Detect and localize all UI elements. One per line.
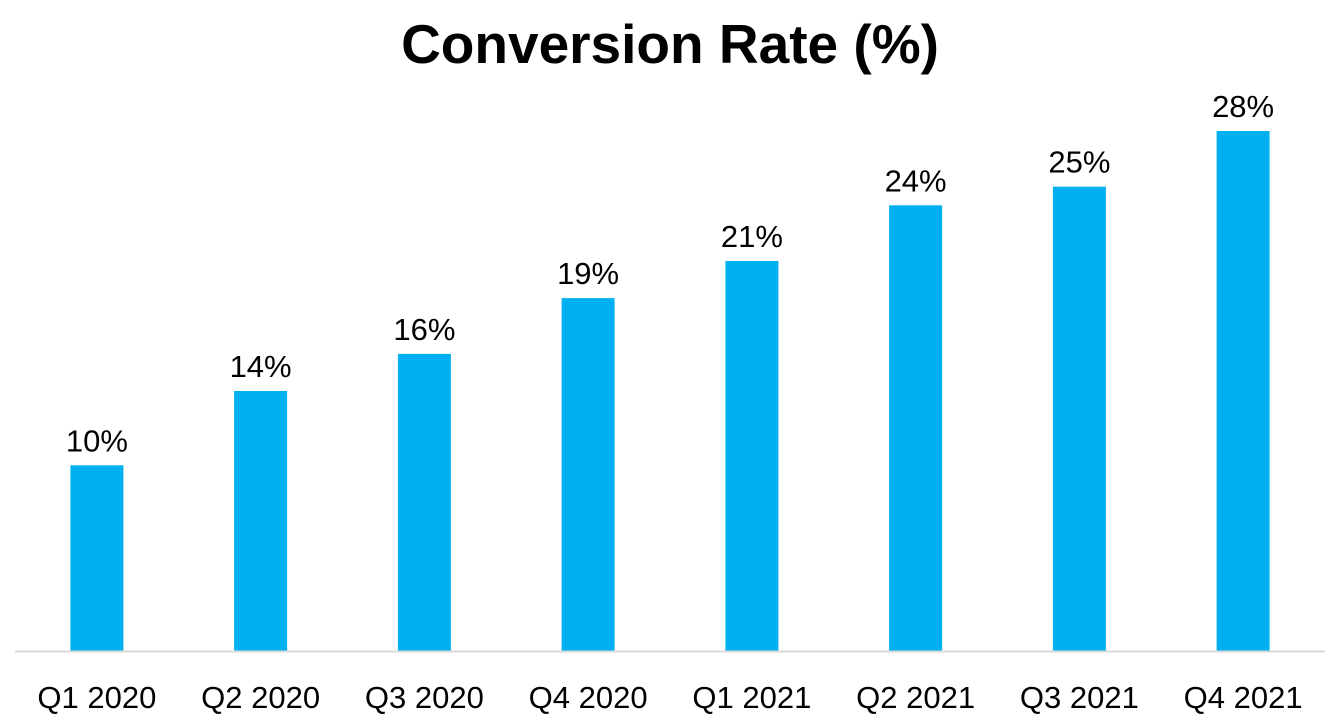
bar-q1-2020 bbox=[70, 465, 124, 651]
x-tick-label: Q1 2021 bbox=[692, 680, 811, 715]
x-tick-label: Q4 2020 bbox=[529, 680, 648, 715]
data-label: 14% bbox=[230, 349, 292, 384]
x-tick-label: Q2 2020 bbox=[201, 680, 320, 715]
bar-q3-2020 bbox=[397, 353, 451, 651]
bar-q3-2021 bbox=[1052, 186, 1106, 651]
data-label: 24% bbox=[885, 163, 947, 198]
bar-q4-2020 bbox=[561, 298, 615, 651]
x-tick-label: Q1 2020 bbox=[37, 680, 156, 715]
x-tick-label: Q4 2021 bbox=[1184, 680, 1303, 715]
data-label: 19% bbox=[557, 256, 619, 291]
bars-group bbox=[70, 131, 1270, 652]
data-label: 28% bbox=[1212, 89, 1274, 124]
x-tick-label: Q3 2020 bbox=[365, 680, 484, 715]
bar-q1-2021 bbox=[725, 261, 779, 651]
data-labels-group: 10% 14% 16% 19% 21% 24% 25% 28% bbox=[66, 89, 1274, 458]
x-tick-label: Q2 2021 bbox=[856, 680, 975, 715]
data-label: 16% bbox=[393, 312, 455, 347]
chart-title: Conversion Rate (%) bbox=[401, 13, 939, 75]
data-label: 25% bbox=[1048, 145, 1110, 180]
data-label: 10% bbox=[66, 423, 128, 458]
x-tick-labels-group: Q1 2020 Q2 2020 Q3 2020 Q4 2020 Q1 2021 Q2 20… bbox=[37, 680, 1302, 715]
data-label: 21% bbox=[721, 219, 783, 254]
bar-q2-2021 bbox=[889, 205, 943, 652]
bar-q2-2020 bbox=[234, 391, 288, 651]
x-tick-label: Q3 2021 bbox=[1020, 680, 1139, 715]
bar-q4-2021 bbox=[1216, 131, 1270, 651]
